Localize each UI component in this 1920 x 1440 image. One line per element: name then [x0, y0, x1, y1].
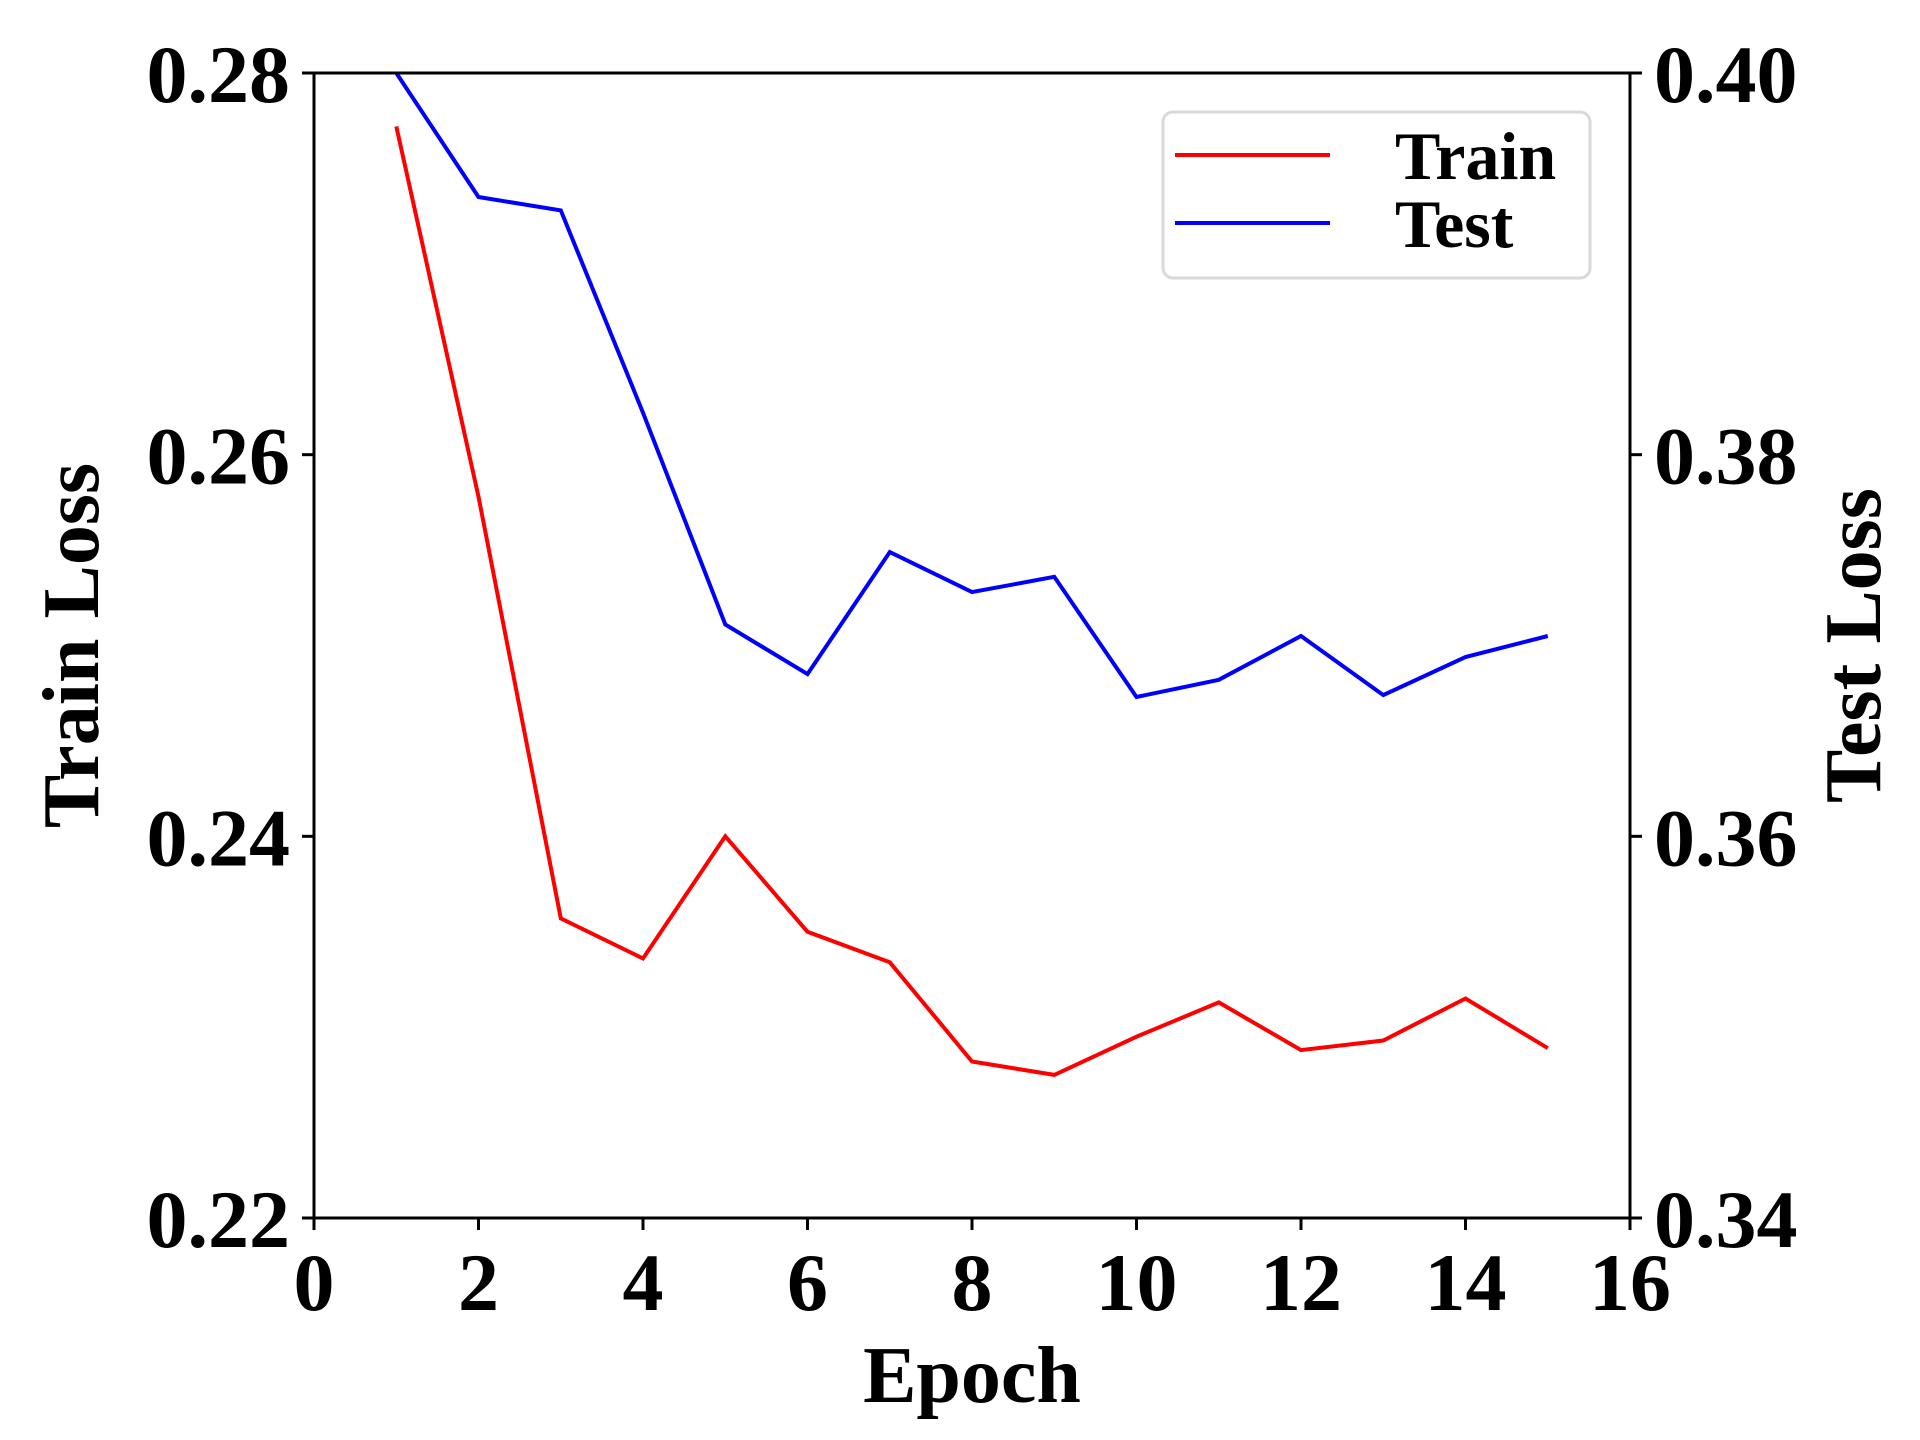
left-y-tick-label: 0.22	[147, 1174, 291, 1265]
right-y-tick-label: 0.40	[1654, 29, 1798, 120]
x-tick-label: 12	[1260, 1237, 1342, 1328]
x-tick-label: 14	[1425, 1237, 1507, 1328]
series-line-train	[394, 125, 1549, 1077]
right-y-tick-label: 0.38	[1654, 411, 1798, 502]
x-tick-label: 2	[458, 1237, 499, 1328]
legend-label-test: Test	[1395, 186, 1514, 262]
left-y-tick-label: 0.26	[147, 411, 291, 502]
series-layer	[394, 73, 1549, 1077]
legend-label-train: Train	[1395, 118, 1556, 194]
right-y-tick-label: 0.34	[1654, 1174, 1798, 1265]
right-y-axis-title: Test Loss	[1810, 488, 1898, 803]
series-line-test	[394, 73, 1549, 700]
left-y-tick-label: 0.28	[147, 29, 291, 120]
x-axis-title: Epoch	[863, 1332, 1081, 1420]
x-tick-label: 10	[1096, 1237, 1178, 1328]
left-y-axis-title: Train Loss	[28, 463, 116, 828]
x-tick-label: 6	[787, 1237, 828, 1328]
x-tick-label: 0	[294, 1237, 335, 1328]
left-y-tick-label: 0.24	[147, 792, 291, 883]
right-y-tick-label: 0.36	[1654, 792, 1798, 883]
ticks-layer: 0 2 4 6 8 10 12 14 16 0.22 0.24 0.26 0.28 0.34 0.36 0.3…	[147, 29, 1798, 1328]
x-tick-label: 4	[623, 1237, 664, 1328]
x-tick-label: 8	[952, 1237, 993, 1328]
x-tick-label: 16	[1589, 1237, 1671, 1328]
